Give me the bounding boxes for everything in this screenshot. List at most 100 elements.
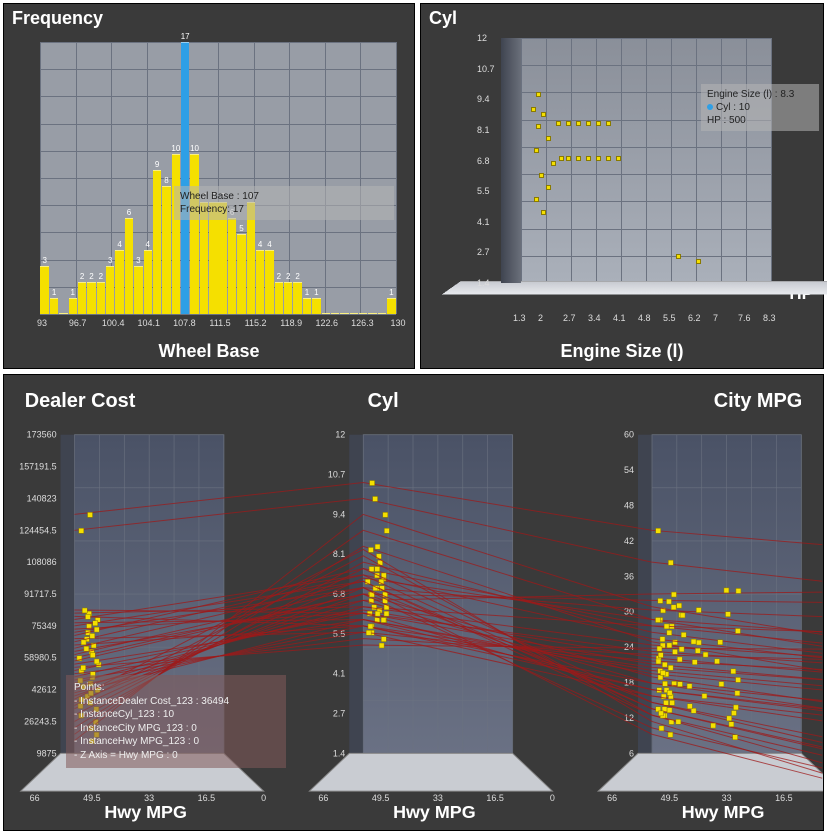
parallel-point[interactable] (662, 662, 667, 667)
histogram-bar[interactable] (59, 313, 67, 314)
scatter-point[interactable] (606, 121, 611, 126)
scatter-point[interactable] (534, 148, 539, 153)
parallel-point[interactable] (727, 716, 732, 721)
parallel-point[interactable] (370, 481, 375, 486)
scatter-point[interactable] (551, 161, 556, 166)
parallel-point[interactable] (656, 659, 661, 664)
histogram-bar[interactable] (340, 313, 348, 314)
histogram-bar[interactable] (228, 218, 236, 314)
parallel-point[interactable] (667, 630, 672, 635)
scatter-point[interactable] (566, 121, 571, 126)
parallel-point[interactable] (85, 614, 90, 619)
histogram-bar[interactable] (115, 250, 123, 314)
parallel-point[interactable] (383, 512, 388, 517)
parallel-point[interactable] (384, 611, 389, 616)
parallel-point[interactable] (691, 639, 696, 644)
parallel-point[interactable] (678, 682, 683, 687)
histogram-bar[interactable] (78, 282, 86, 314)
scatter-point[interactable] (606, 156, 611, 161)
histogram-bar[interactable] (190, 154, 198, 314)
parallel-point[interactable] (677, 603, 682, 608)
scatter-point[interactable] (546, 136, 551, 141)
parallel-point[interactable] (375, 567, 380, 572)
parallel-point[interactable] (663, 681, 668, 686)
histogram-bar[interactable] (87, 282, 95, 314)
parallel-point[interactable] (658, 653, 663, 658)
parallel-point[interactable] (368, 547, 373, 552)
parallel-point[interactable] (372, 605, 377, 610)
histogram-bar[interactable] (359, 313, 367, 314)
scatter-point[interactable] (696, 259, 701, 264)
parallel-point[interactable] (656, 528, 661, 533)
parallel-point[interactable] (671, 605, 676, 610)
parallel-point[interactable] (81, 665, 86, 670)
parallel-point[interactable] (673, 649, 678, 654)
parallel-point[interactable] (696, 640, 701, 645)
parallel-point[interactable] (379, 643, 384, 648)
parallel-point[interactable] (735, 628, 740, 633)
scatter-point[interactable] (541, 112, 546, 117)
histogram-bar[interactable] (106, 266, 114, 314)
parallel-point[interactable] (680, 613, 685, 618)
histogram-bar[interactable] (181, 42, 189, 314)
parallel-point[interactable] (667, 690, 672, 695)
parallel-point[interactable] (687, 684, 692, 689)
parallel-point[interactable] (79, 528, 84, 533)
scatter-point[interactable] (616, 156, 621, 161)
histogram-bar[interactable] (387, 298, 395, 314)
parallel-point[interactable] (90, 653, 95, 658)
parallel-point[interactable] (366, 630, 371, 635)
scatter-point[interactable] (586, 156, 591, 161)
parallel-point[interactable] (703, 652, 708, 657)
parallel-point[interactable] (715, 659, 720, 664)
scatter-point[interactable] (556, 121, 561, 126)
parallel-point[interactable] (731, 669, 736, 674)
parallel-point[interactable] (384, 528, 389, 533)
histogram-bar[interactable] (134, 266, 142, 314)
parallel-point[interactable] (736, 588, 741, 593)
histogram-bar[interactable] (172, 154, 180, 314)
parallel-point[interactable] (666, 599, 671, 604)
parallel-point[interactable] (82, 608, 87, 613)
parallel-point[interactable] (660, 637, 665, 642)
parallel-point[interactable] (667, 708, 672, 713)
parallel-point[interactable] (681, 632, 686, 637)
parallel-point[interactable] (659, 711, 664, 716)
histogram-bar[interactable] (162, 186, 170, 314)
parallel-point[interactable] (375, 611, 380, 616)
histogram-bar[interactable] (97, 282, 105, 314)
histogram-bar[interactable] (293, 282, 301, 314)
scatter-point[interactable] (566, 156, 571, 161)
scatter-point[interactable] (546, 185, 551, 190)
parallel-point[interactable] (729, 722, 734, 727)
parallel-point[interactable] (687, 704, 692, 709)
histogram-bar[interactable] (256, 250, 264, 314)
scatter-point[interactable] (536, 124, 541, 129)
scatter-point[interactable] (586, 121, 591, 126)
parallel-point[interactable] (661, 670, 666, 675)
parallel-point[interactable] (655, 618, 660, 623)
parallel-point[interactable] (671, 592, 676, 597)
parallel-point[interactable] (670, 700, 675, 705)
parallel-point[interactable] (702, 694, 707, 699)
histogram-bar[interactable] (331, 313, 339, 314)
scatter-point[interactable] (596, 121, 601, 126)
histogram-bar[interactable] (153, 170, 161, 314)
parallel-point[interactable] (676, 719, 681, 724)
parallel-point[interactable] (90, 633, 95, 638)
scatter-point[interactable] (596, 156, 601, 161)
parallel-point[interactable] (736, 677, 741, 682)
parallel-point[interactable] (369, 567, 374, 572)
parallel-point[interactable] (735, 691, 740, 696)
parallel-point[interactable] (373, 496, 378, 501)
histogram-bar[interactable] (50, 298, 58, 314)
scatter-point[interactable] (576, 156, 581, 161)
parallel-point[interactable] (94, 627, 99, 632)
scatter3d-plot-area[interactable] (501, 38, 771, 283)
histogram-bar[interactable] (69, 298, 77, 314)
scatter-point[interactable] (559, 156, 564, 161)
histogram-plot-area[interactable]: 311222346349810171077765744222111 (40, 42, 396, 314)
histogram-bar[interactable] (303, 298, 311, 314)
parallel-point[interactable] (731, 711, 736, 716)
histogram-bar[interactable] (125, 218, 133, 314)
